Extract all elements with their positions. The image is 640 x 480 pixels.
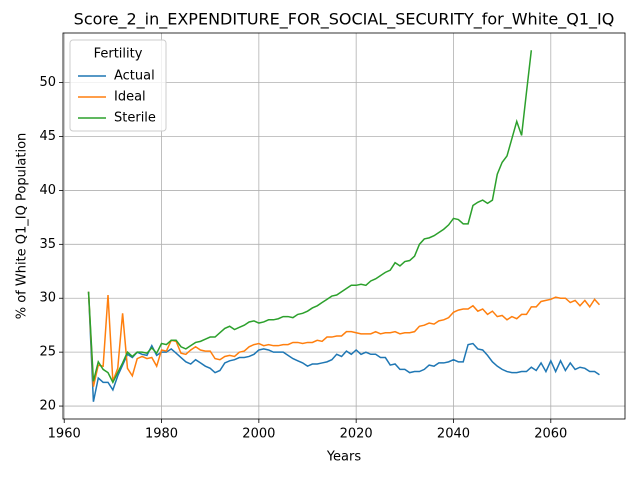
line-series bbox=[87, 291, 601, 387]
legend-label: Sterile bbox=[114, 111, 156, 126]
line-series bbox=[87, 50, 533, 385]
y-tick-label: 30 bbox=[39, 291, 56, 306]
y-tick-label: 20 bbox=[39, 399, 56, 414]
legend-title: Fertility bbox=[94, 47, 143, 62]
y-tick-label: 40 bbox=[39, 183, 56, 198]
chart-title: Score_2_in_EXPENDITURE_FOR_SOCIAL_SECURI… bbox=[74, 10, 615, 30]
x-axis-label: Years bbox=[326, 450, 362, 465]
y-tick-label: 25 bbox=[39, 345, 56, 360]
y-axis-label: % of White Q1_IQ Population bbox=[15, 133, 30, 320]
x-tick-label: 1980 bbox=[145, 427, 178, 442]
y-tick-label: 45 bbox=[39, 129, 56, 144]
x-tick-label: 2040 bbox=[437, 427, 470, 442]
x-tick-label: 1960 bbox=[48, 427, 81, 442]
legend: Fertility Actual Ideal Sterile bbox=[69, 39, 167, 132]
line-series bbox=[87, 291, 600, 402]
legend-label: Actual bbox=[114, 69, 155, 84]
legend-label: Ideal bbox=[114, 90, 146, 105]
x-tick-label: 2000 bbox=[242, 427, 275, 442]
y-tick-label: 50 bbox=[39, 75, 56, 90]
legend-box bbox=[69, 39, 167, 132]
x-tick-label: 2020 bbox=[340, 427, 373, 442]
x-tick-label: 2060 bbox=[534, 427, 567, 442]
y-tick-label: 35 bbox=[39, 237, 56, 252]
plot-frame bbox=[62, 32, 626, 420]
